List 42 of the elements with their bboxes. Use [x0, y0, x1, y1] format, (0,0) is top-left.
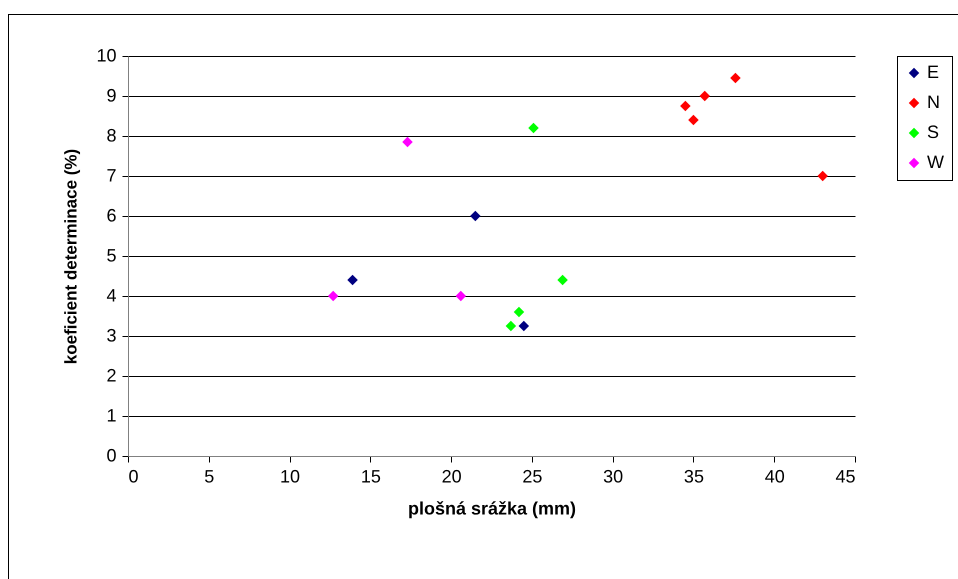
x-tick-label: 10 [280, 466, 300, 486]
y-tick-label: 0 [106, 446, 116, 466]
point [730, 72, 741, 84]
x-tick-label: 30 [603, 466, 624, 486]
x-tick-label: 35 [684, 466, 704, 486]
point [470, 210, 481, 222]
point [518, 320, 530, 332]
point [817, 170, 828, 182]
y-axis-title: koeficient determinace (%) [61, 148, 80, 364]
legend-label: W [927, 152, 944, 172]
point [347, 274, 358, 286]
point [680, 100, 691, 112]
y-tick-label: 6 [106, 206, 116, 226]
point [528, 122, 539, 134]
x-tick-label: 5 [204, 466, 214, 486]
legend-label: E [927, 62, 940, 82]
x-tick-label: 45 [835, 466, 856, 486]
legend-label: N [927, 92, 940, 112]
point [514, 306, 524, 318]
x-tick-label: 40 [764, 466, 785, 486]
x-tick-label: 15 [360, 466, 381, 486]
y-tick-label: 10 [96, 46, 116, 66]
x-axis-title: plošná srážka (mm) [408, 498, 576, 518]
point [700, 90, 710, 102]
y-tick-label: 4 [106, 286, 116, 306]
point [506, 320, 516, 332]
y-tick-label: 7 [106, 166, 116, 186]
point [328, 290, 338, 302]
y-tick-label: 2 [106, 366, 116, 386]
x-tick-label: 0 [128, 466, 139, 486]
legend-label: S [927, 122, 940, 142]
point [402, 136, 413, 148]
x-tick-label: 20 [442, 466, 462, 486]
x-tick-label: 25 [522, 466, 542, 486]
y-tick-label: 5 [106, 246, 116, 266]
point [688, 114, 699, 126]
y-tick-label: 3 [106, 326, 116, 346]
point [557, 274, 568, 286]
y-tick-label: 8 [106, 126, 116, 146]
y-tick-label: 9 [106, 86, 116, 106]
point [456, 290, 466, 302]
y-tick-label: 1 [106, 406, 116, 426]
